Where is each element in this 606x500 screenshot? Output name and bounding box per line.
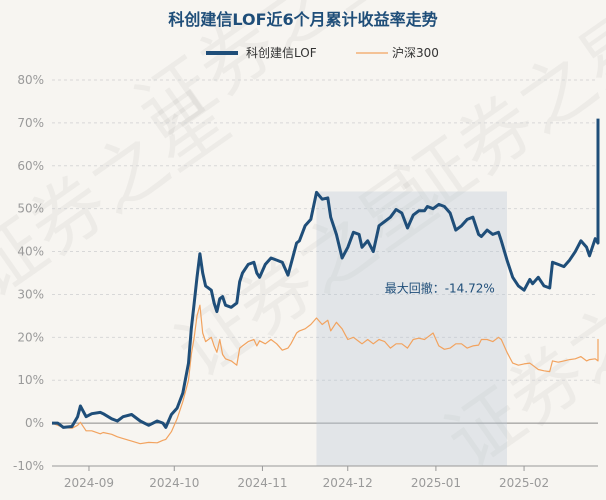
series-line-benchmark [51, 304, 599, 445]
y-tick-label: 70% [17, 116, 44, 130]
legend-label: 科创建信LOF [246, 46, 317, 60]
y-tick-label: 40% [17, 245, 44, 259]
x-tick-label: 2024-12 [323, 476, 373, 490]
y-tick-label: -10% [13, 459, 44, 473]
y-axis: -10% 0% 10% 20% 30% 40% 50% 60% 70% 80% [13, 73, 44, 473]
x-tick-label: 2024-10 [149, 476, 199, 490]
x-axis: 2024-09 2024-10 2024-11 2024-12 2025-01 2025-… [52, 465, 598, 490]
y-tick-label: 80% [17, 73, 44, 87]
x-tick-label: 2024-11 [237, 476, 287, 490]
legend-label: 沪深300 [392, 46, 439, 60]
series-line-fund [52, 118, 600, 429]
chart-title: 科创建信LOF近6个月累计收益率走势 [168, 10, 437, 29]
y-tick-label: 20% [17, 330, 44, 344]
watermark: 证券之星证券之星证券之星证券之星证券之星 [0, 0, 606, 485]
y-tick-label: 10% [17, 373, 44, 387]
drawdown-label: 最大回撤：-14.72% [385, 280, 495, 295]
legend: 科创建信LOF 沪深300 [206, 46, 439, 60]
x-tick-label: 2025-01 [411, 476, 461, 490]
x-tick-label: 2024-09 [64, 476, 114, 490]
x-tick-label: 2025-02 [499, 476, 549, 490]
y-tick-label: 0% [25, 416, 44, 430]
drawdown-shade [316, 191, 507, 466]
drawdown-region: 最大回撤：-14.72% [316, 191, 507, 466]
series-layer [51, 118, 600, 445]
y-tick-label: 30% [17, 287, 44, 301]
y-tick-label: 60% [17, 159, 44, 173]
y-tick-label: 50% [17, 202, 44, 216]
